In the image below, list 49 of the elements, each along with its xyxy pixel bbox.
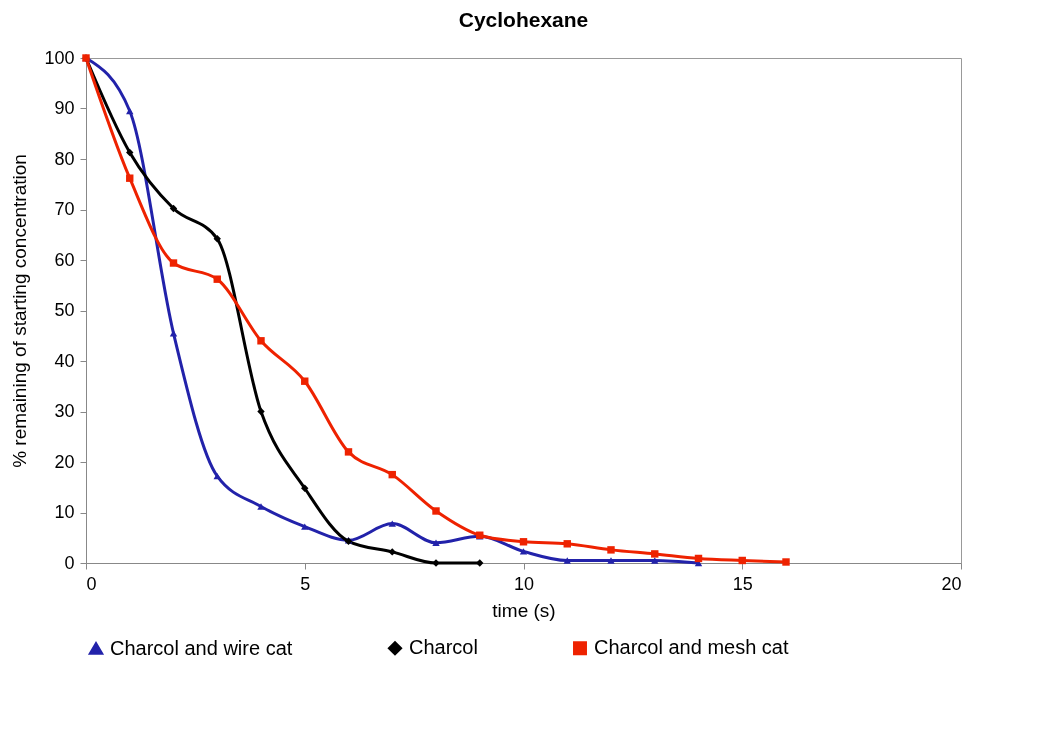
x-tick-label: 0 [86,573,97,594]
point [301,377,309,385]
y-tick-label: 50 [54,300,75,320]
y-tick-label: 100 [44,47,75,68]
point [126,148,134,157]
point [257,407,265,416]
point [432,507,440,515]
point [213,235,221,243]
point [782,558,790,566]
point [257,337,265,345]
point [651,550,659,558]
point [432,539,440,547]
point [563,540,571,548]
y-tick-label: 80 [54,148,75,169]
y-tick-label: 30 [54,401,75,421]
x-tick-label: 15 [732,573,753,594]
point [169,204,178,213]
point [169,259,178,267]
y-tick-label: 90 [54,98,75,118]
x-axis-title: time (s) [492,599,556,621]
point [563,557,571,564]
x-tick-label: 20 [941,573,962,594]
point [301,523,309,530]
y-axis-title: % remaining of starting concentration [9,154,31,468]
x-tick-label: 5 [300,573,311,594]
point [651,557,659,564]
point [257,503,265,510]
y-tick-label: 10 [54,502,75,522]
point [607,546,615,554]
point [388,520,396,527]
y-tick-label: 60 [54,249,75,270]
legend-label: Charcol and mesh cat [594,636,789,659]
point [126,107,134,115]
point [388,548,396,556]
legend-label: Charcol and wire cat [110,636,293,659]
point [126,174,134,182]
y-tick-label: 70 [54,199,75,219]
legend-label: Charcol [409,636,478,659]
point [169,330,178,337]
point [213,275,221,283]
y-tick-label: 20 [54,451,75,472]
y-tick-label: 40 [54,350,75,371]
point [344,448,353,456]
chart-title: Cyclohexane [458,8,589,31]
x-tick-label: 10 [513,573,535,594]
point [301,484,309,492]
y-tick-label: 0 [64,552,75,573]
point [607,557,615,564]
point [519,548,528,555]
